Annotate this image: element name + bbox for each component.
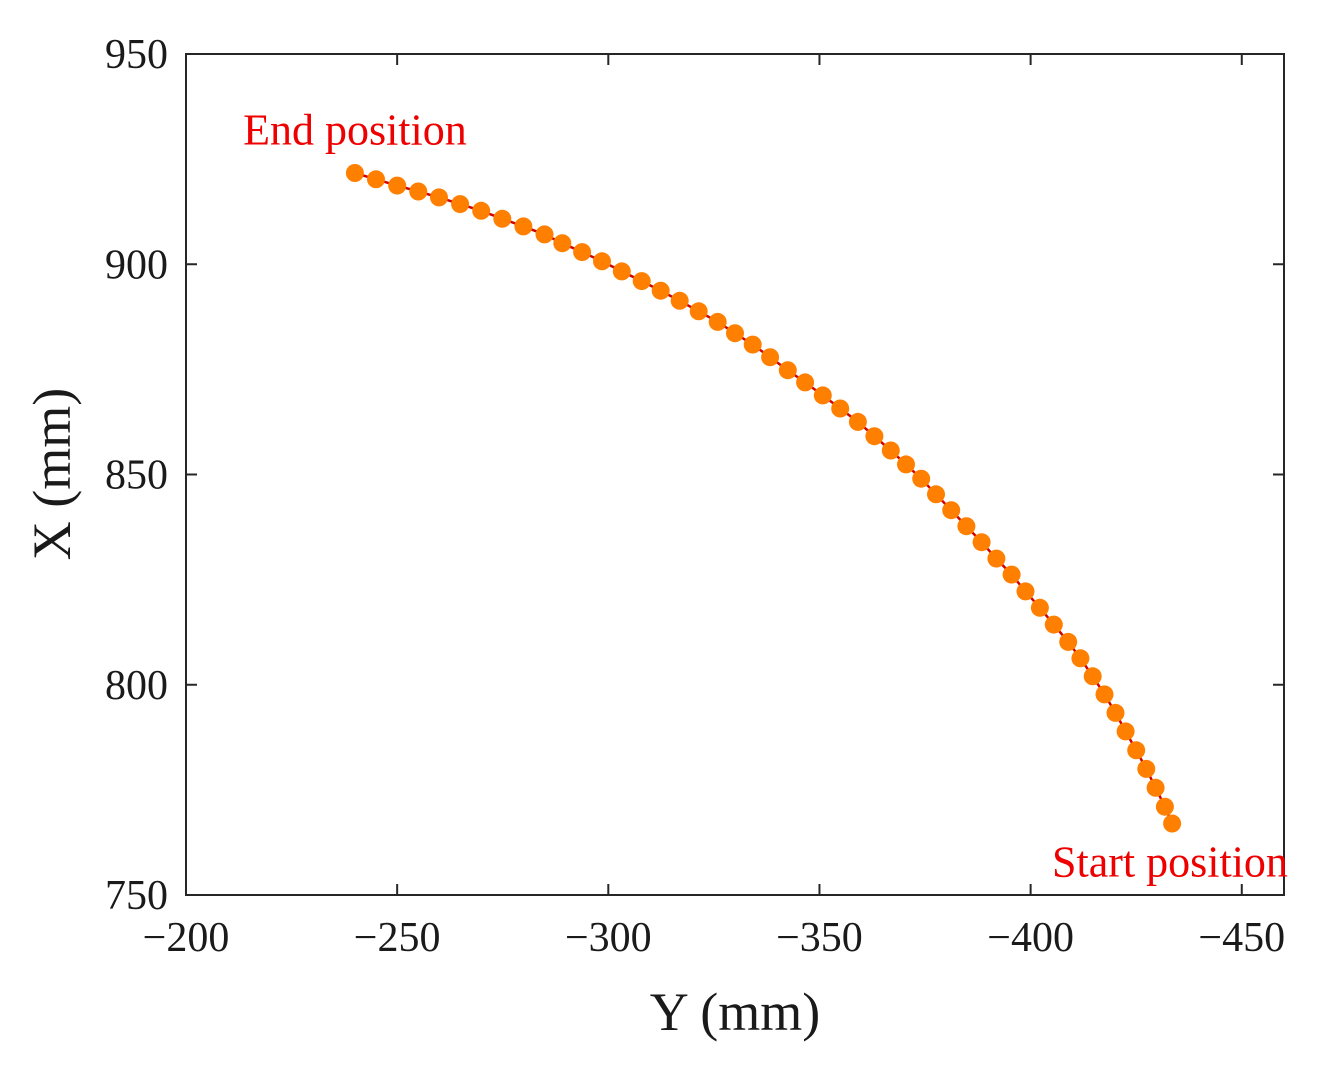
data-point	[987, 549, 1006, 568]
data-point	[726, 324, 744, 343]
data-point	[430, 188, 448, 207]
data-point	[1163, 814, 1182, 833]
data-point	[1106, 703, 1125, 722]
data-point	[1071, 649, 1090, 668]
x-axis-label: Y (mm)	[650, 982, 820, 1042]
axis-tick-labels: −200 −250 −300 −350 −400 −450 750 800 850 900 950	[105, 32, 1285, 961]
data-point	[1137, 759, 1156, 778]
data-point	[848, 412, 867, 431]
data-point	[388, 176, 407, 195]
data-point	[367, 170, 385, 189]
y-tick-label: 750	[105, 873, 168, 919]
plot-area	[185, 53, 1285, 896]
data-point	[409, 182, 428, 201]
data-point	[1016, 582, 1035, 601]
data-point	[972, 533, 991, 552]
data-point	[670, 291, 689, 310]
data-point	[612, 262, 631, 281]
y-axis-label: X (mm)	[22, 388, 82, 560]
data-point	[796, 373, 815, 392]
data-point	[1059, 632, 1078, 651]
data-point	[1116, 722, 1135, 741]
data-point	[345, 164, 364, 182]
data-point	[632, 272, 651, 291]
x-tick-label: −200	[143, 915, 230, 961]
data-point	[553, 234, 572, 253]
start-position-label: Start position	[1052, 837, 1288, 886]
data-point	[1030, 598, 1049, 617]
x-tick-label: −300	[565, 915, 652, 961]
y-tick-label: 950	[105, 32, 168, 78]
data-point	[651, 281, 670, 300]
data-point	[1155, 797, 1174, 816]
data-point	[451, 195, 470, 214]
data-point	[942, 501, 961, 520]
data-point	[472, 201, 491, 220]
x-tick-label: −400	[987, 915, 1074, 961]
data-point	[593, 252, 611, 271]
data-point	[881, 441, 900, 460]
data-point	[1127, 741, 1146, 760]
data-point	[1146, 778, 1165, 797]
data-point	[831, 399, 850, 418]
data-point	[743, 335, 762, 354]
data-point	[514, 217, 533, 236]
series-layer	[345, 164, 1182, 833]
annotation-layer: End position Start position	[243, 106, 1288, 887]
data-point	[865, 427, 884, 446]
axis-ticks	[185, 53, 1284, 896]
data-point	[813, 386, 832, 405]
data-point	[1083, 667, 1102, 686]
x-tick-label: −450	[1198, 915, 1285, 961]
y-tick-label: 850	[105, 453, 168, 499]
x-tick-label: −350	[776, 915, 863, 961]
data-point	[689, 302, 708, 321]
data-point	[535, 225, 554, 244]
data-point	[957, 517, 976, 536]
data-point	[573, 243, 592, 262]
data-point	[493, 209, 512, 228]
data-point	[912, 469, 931, 488]
data-point	[761, 348, 780, 367]
x-tick-label: −250	[354, 915, 441, 961]
data-point	[778, 361, 797, 380]
y-tick-label: 800	[105, 663, 168, 709]
data-point	[927, 485, 945, 504]
data-point	[708, 312, 727, 331]
data-point	[1095, 685, 1114, 704]
end-position-label: End position	[243, 106, 467, 155]
y-tick-label: 900	[105, 242, 168, 288]
data-point	[1044, 615, 1063, 634]
data-point	[897, 455, 915, 474]
data-point	[1002, 565, 1021, 584]
